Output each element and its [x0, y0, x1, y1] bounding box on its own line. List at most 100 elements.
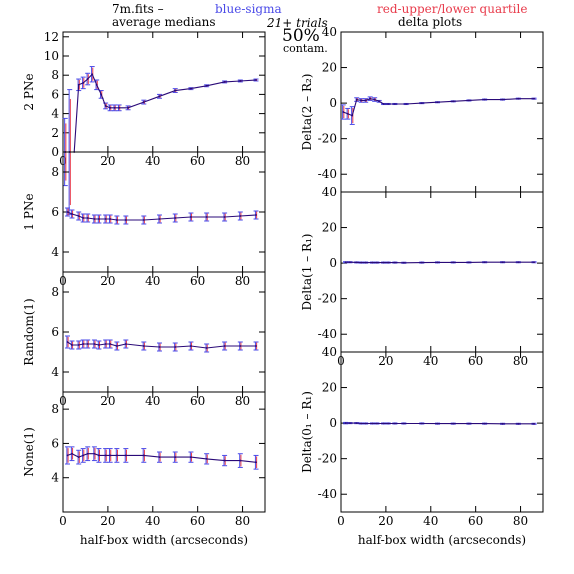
- y-tick-label: 40: [322, 345, 337, 359]
- data-point: [98, 454, 100, 457]
- data-point: [346, 112, 349, 115]
- data-point: [223, 216, 226, 218]
- y-axis-label: Delta(2 – R₂): [300, 73, 314, 150]
- data-point: [344, 261, 347, 264]
- plot-frame: [340, 351, 544, 513]
- x-axis-label: half-box width (arcseconds): [358, 533, 526, 547]
- data-point: [483, 261, 486, 264]
- chart-panel-right-3: 0 20 40 60 80 -40 -20 0 20 40 Delta(0₁ – R₁) half-b…: [300, 345, 544, 547]
- data-point: [82, 81, 85, 84]
- median-line: [65, 73, 257, 153]
- plot-frame: [62, 31, 266, 153]
- data-point: [355, 98, 358, 101]
- data-point: [255, 214, 257, 216]
- data-point: [387, 422, 390, 425]
- data-point: [174, 346, 177, 348]
- x-tick-label: 0: [59, 514, 67, 528]
- data-point: [371, 261, 374, 264]
- x-tick-label: 80: [235, 274, 250, 288]
- data-point: [118, 106, 121, 109]
- y-tick-label: 0: [329, 256, 337, 270]
- data-point: [501, 422, 504, 425]
- y-tick-label: 12: [44, 30, 59, 44]
- data-point: [142, 454, 145, 457]
- data-point: [100, 93, 103, 96]
- data-point: [349, 422, 351, 425]
- data-point: [355, 261, 358, 264]
- y-tick-label: -20: [318, 452, 337, 466]
- trials-label: 21+ trials: [267, 16, 328, 30]
- data-point: [93, 343, 96, 345]
- data-point: [223, 459, 226, 462]
- y-tick-label: 6: [51, 87, 59, 101]
- data-point: [376, 261, 378, 264]
- data-point: [349, 261, 351, 264]
- y-tick-label: 10: [44, 49, 59, 63]
- data-point: [174, 456, 177, 459]
- data-point: [205, 457, 208, 460]
- data-point: [436, 422, 439, 425]
- x-tick-label: 40: [145, 394, 160, 408]
- plot-frame: [62, 151, 266, 273]
- data-point: [223, 81, 226, 83]
- x-tick-label: 40: [423, 354, 438, 368]
- data-point: [124, 219, 127, 221]
- y-tick-label: 8: [51, 402, 59, 416]
- x-tick-label: 80: [513, 354, 528, 368]
- y-axis-label: Delta(0₁ – R₁): [300, 391, 314, 473]
- y-tick-label: -20: [318, 292, 337, 306]
- y-axis-label: 1 PNe: [22, 193, 36, 230]
- data-point: [71, 213, 73, 215]
- x-tick-label: 20: [100, 394, 115, 408]
- data-point: [360, 422, 363, 425]
- data-point: [190, 87, 192, 90]
- plot-frame: [62, 391, 266, 513]
- data-point: [98, 344, 100, 346]
- data-point: [115, 219, 118, 221]
- median-line: [345, 422, 534, 425]
- data-point: [93, 452, 96, 455]
- y-tick-label: 20: [322, 61, 337, 75]
- data-point: [364, 422, 367, 425]
- plot-frame: [340, 191, 544, 353]
- data-point: [104, 454, 107, 457]
- x-tick-label: 60: [468, 514, 483, 528]
- data-point: [98, 218, 100, 220]
- data-point: [142, 345, 145, 347]
- y-tick-label: 8: [51, 68, 59, 82]
- contamination-label: contam.: [283, 42, 328, 55]
- data-point: [255, 345, 257, 347]
- data-point: [369, 97, 372, 100]
- y-tick-label: 4: [51, 471, 59, 485]
- data-point: [436, 101, 439, 104]
- contamination-percent: 50%: [282, 26, 320, 46]
- data-point: [142, 219, 145, 221]
- data-point: [174, 89, 177, 92]
- data-point: [205, 84, 208, 87]
- data-point: [113, 106, 116, 109]
- x-axis-label: half-box width (arcseconds): [80, 533, 248, 547]
- data-point: [517, 422, 520, 425]
- data-point: [436, 261, 439, 264]
- data-point: [533, 261, 535, 264]
- x-tick-label: 80: [235, 154, 250, 168]
- y-tick-label: 6: [51, 205, 59, 219]
- x-tick-label: 60: [468, 354, 483, 368]
- data-point: [517, 261, 520, 264]
- y-tick-label: 8: [51, 165, 59, 179]
- data-point: [364, 261, 367, 264]
- data-point: [405, 103, 407, 105]
- x-tick-label: 0: [337, 514, 345, 528]
- data-point: [174, 217, 177, 219]
- data-point: [483, 98, 486, 101]
- data-point: [255, 79, 257, 81]
- data-point: [382, 103, 385, 105]
- plot-frame: [62, 271, 266, 393]
- x-tick-label: 80: [235, 394, 250, 408]
- data-point: [142, 101, 145, 103]
- data-point: [77, 83, 80, 86]
